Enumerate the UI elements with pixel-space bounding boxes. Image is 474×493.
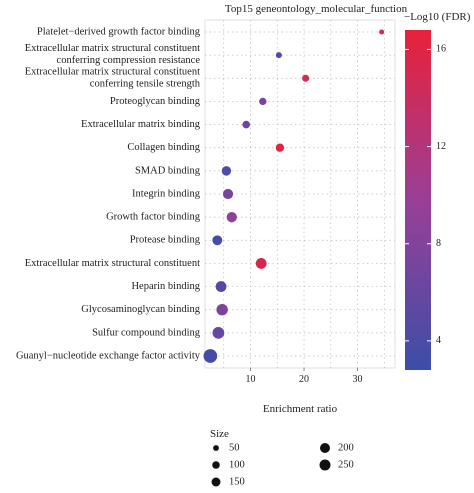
y-tick-label: Growth factor binding <box>106 212 201 223</box>
data-point <box>212 235 223 246</box>
x-axis-label: Enrichment ratio <box>263 403 338 415</box>
data-point <box>302 74 310 82</box>
size-legend-dot <box>213 445 219 451</box>
color-legend-ticks: 4 8 12 16 <box>405 44 446 346</box>
data-point <box>215 281 227 292</box>
chart-title: Top15 geneontology_molecular_function <box>225 3 408 15</box>
color-legend: −Log10 (FDR) 4 8 12 16 <box>404 11 471 370</box>
x-axis: 10 20 30 <box>245 368 363 385</box>
size-legend-label: 150 <box>229 476 245 487</box>
color-legend-tick-label: 4 <box>436 335 441 346</box>
data-point <box>221 166 232 176</box>
color-legend-tick-label: 12 <box>436 141 446 152</box>
y-tick-label: Guanyl−nucleotide exchange factor activi… <box>16 350 201 361</box>
size-legend-label: 200 <box>338 442 354 453</box>
y-tick-label: Extracellular matrix structural constitu… <box>25 258 200 269</box>
color-legend-bar <box>405 30 431 370</box>
size-legend-title: Size <box>210 428 229 440</box>
x-tick-label: 30 <box>353 374 363 385</box>
y-tick-label: Heparin binding <box>131 281 200 292</box>
y-tick-label: Proteoglycan binding <box>110 96 201 107</box>
data-point <box>259 97 267 106</box>
y-tick-label: SMAD binding <box>135 165 201 176</box>
size-legend-label: 250 <box>338 459 354 470</box>
size-legend: Size 50 100 150 200 250 <box>210 428 354 487</box>
size-legend-dot <box>211 477 221 487</box>
size-legend-dot <box>212 461 220 469</box>
y-tick-label: Platelet−derived growth factor binding <box>37 26 201 37</box>
color-legend-tick-label: 8 <box>436 238 441 249</box>
x-tick-label: 10 <box>245 374 255 385</box>
y-tick-label: Extracellular matrix structural constitu… <box>25 43 201 66</box>
y-tick-label: Glycosaminoglycan binding <box>81 304 200 315</box>
data-point <box>255 258 267 269</box>
grid <box>204 19 396 369</box>
size-legend-entries: 50 100 150 200 250 <box>211 442 354 487</box>
data-point <box>203 349 218 363</box>
size-legend-label: 100 <box>229 459 245 470</box>
y-axis-labels: Platelet−derived growth factor binding Ex… <box>16 26 201 361</box>
data-point <box>216 304 228 316</box>
data-points <box>203 29 385 363</box>
data-point <box>226 211 237 223</box>
x-tick-label: 20 <box>299 374 309 385</box>
data-point <box>379 29 385 35</box>
y-tick-label: Sulfur compound binding <box>92 327 201 338</box>
y-tick-label: Collagen binding <box>127 142 200 153</box>
data-point <box>275 143 285 152</box>
color-legend-tick-label: 16 <box>436 44 446 55</box>
data-point <box>275 52 282 59</box>
data-point <box>222 188 234 200</box>
color-legend-title: −Log10 (FDR) <box>404 11 471 23</box>
data-point <box>242 120 251 129</box>
size-legend-dot <box>319 459 331 471</box>
y-tick-label: Integrin binding <box>132 188 201 199</box>
size-legend-label: 50 <box>229 442 240 453</box>
data-point <box>212 326 225 339</box>
y-tick-label: Protease binding <box>130 235 201 246</box>
size-legend-dot <box>320 443 330 453</box>
y-tick-label: Extracellular matrix structural constitu… <box>25 66 201 89</box>
y-tick-label: Extracellular matrix binding <box>81 119 201 130</box>
